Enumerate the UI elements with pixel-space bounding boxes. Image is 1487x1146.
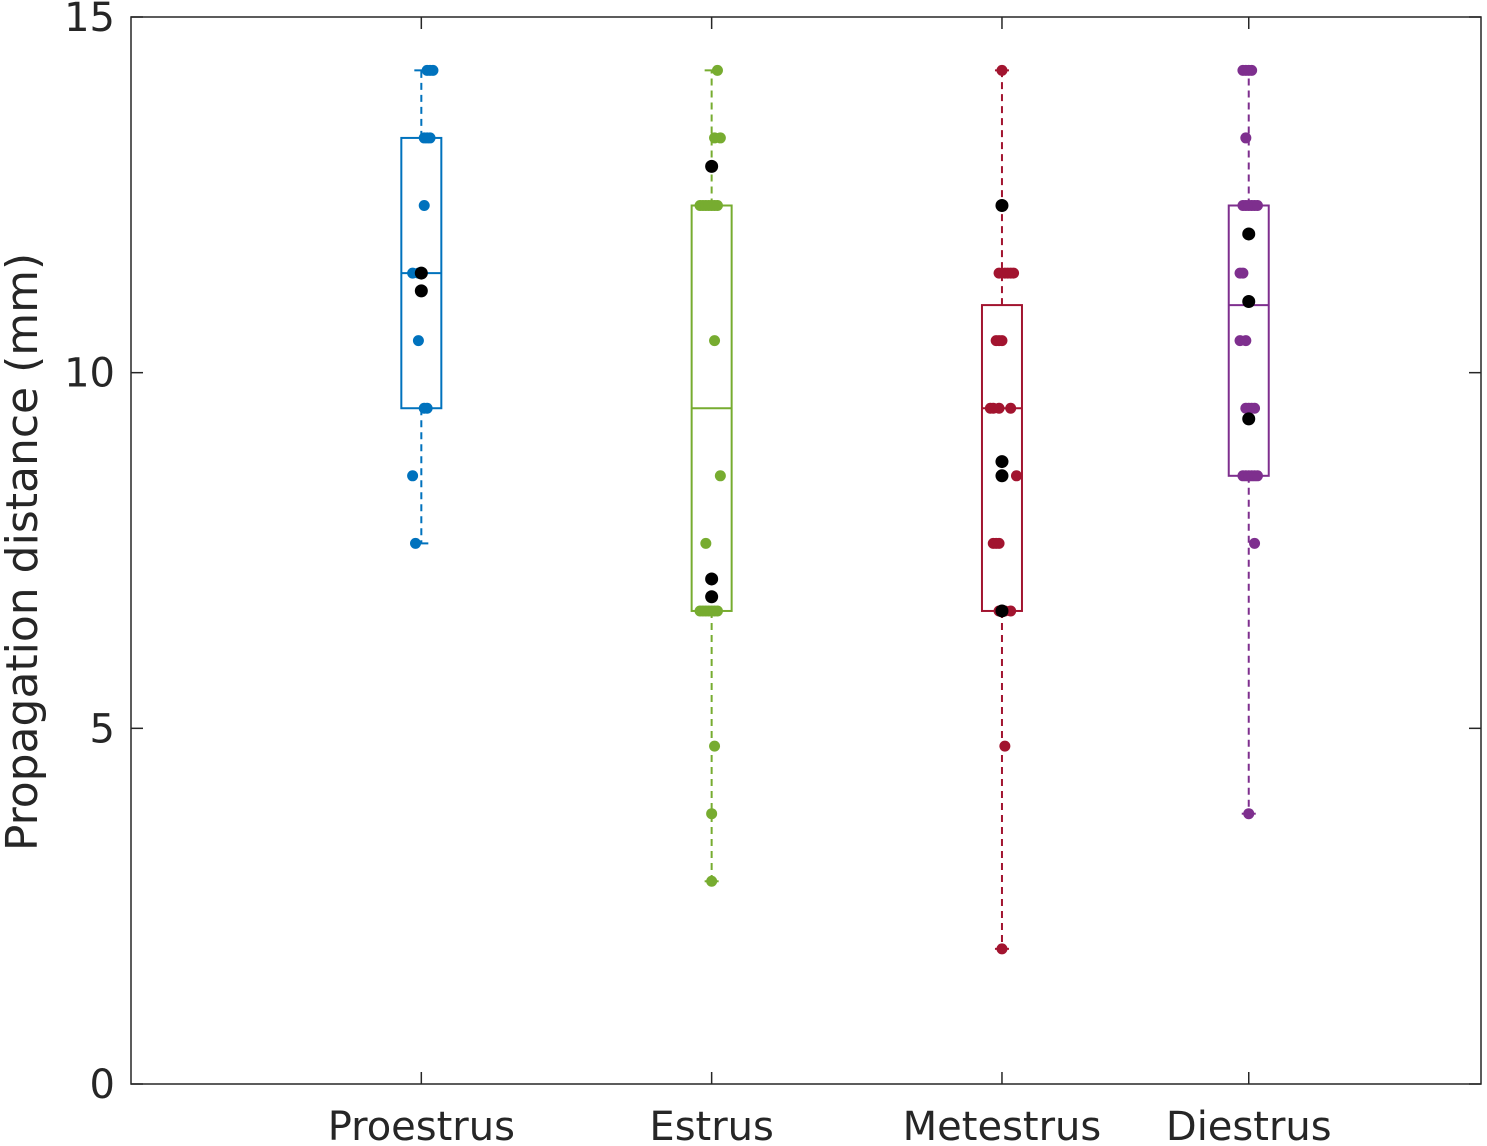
data-point <box>424 132 436 144</box>
data-point <box>1240 132 1252 144</box>
axes-frame <box>130 16 1482 1085</box>
groups-layer <box>400 64 1270 955</box>
data-point <box>1249 537 1261 549</box>
highlight-point <box>414 284 428 298</box>
data-point <box>421 402 433 414</box>
data-point <box>427 64 439 76</box>
data-point <box>1005 402 1017 414</box>
highlight-point <box>995 604 1009 618</box>
axes-layer: Proestrus Estrus Metestrus Diestrus 0 5 10 15 <box>64 0 1482 1146</box>
y-tick-label: 0 <box>90 1062 115 1108</box>
data-point <box>709 740 721 752</box>
data-point <box>711 200 723 212</box>
highlight-point <box>1242 412 1256 426</box>
data-point <box>996 64 1008 76</box>
data-point <box>996 335 1008 347</box>
x-tick-label: Estrus <box>649 1104 773 1146</box>
data-point <box>706 808 718 820</box>
data-point <box>999 740 1011 752</box>
highlight-point <box>414 266 428 280</box>
highlight-point <box>995 199 1009 213</box>
highlight-point <box>1242 227 1256 241</box>
data-point <box>993 402 1005 414</box>
data-point <box>1237 267 1249 279</box>
data-point <box>1251 200 1263 212</box>
highlight-point <box>995 455 1009 469</box>
highlight-point <box>995 469 1009 483</box>
data-point <box>412 335 424 347</box>
y-axis-label: Propagation distance (mm) <box>0 253 48 851</box>
group-diestrus <box>1227 64 1270 820</box>
data-point <box>1008 267 1020 279</box>
y-tick-label: 15 <box>64 0 115 41</box>
data-point <box>1243 808 1255 820</box>
data-point <box>993 537 1005 549</box>
x-tick-label: Metestrus <box>903 1104 1102 1146</box>
group-estrus <box>690 64 733 887</box>
data-point <box>714 132 726 144</box>
data-point <box>407 470 419 482</box>
data-point <box>1240 335 1252 347</box>
x-tick-label: Diestrus <box>1166 1104 1332 1146</box>
highlight-point <box>705 159 719 173</box>
data-point <box>1251 470 1263 482</box>
y-tick-label: 10 <box>64 351 115 397</box>
highlight-point <box>1242 295 1256 309</box>
data-point <box>711 64 723 76</box>
data-point <box>1246 64 1258 76</box>
data-point <box>1249 402 1261 414</box>
group-metestrus <box>980 64 1023 955</box>
data-point <box>711 605 723 617</box>
data-point <box>410 537 422 549</box>
highlight-point <box>705 590 719 604</box>
data-point <box>714 470 726 482</box>
data-point <box>700 537 712 549</box>
data-point <box>418 200 430 212</box>
data-point <box>1005 605 1017 617</box>
group-proestrus <box>400 64 443 549</box>
data-point <box>996 943 1008 955</box>
highlight-point <box>705 572 719 586</box>
data-point <box>1010 470 1022 482</box>
data-point <box>706 875 718 887</box>
data-point <box>709 335 721 347</box>
x-tick-label: Proestrus <box>328 1104 515 1146</box>
y-tick-label: 5 <box>90 706 115 752</box>
